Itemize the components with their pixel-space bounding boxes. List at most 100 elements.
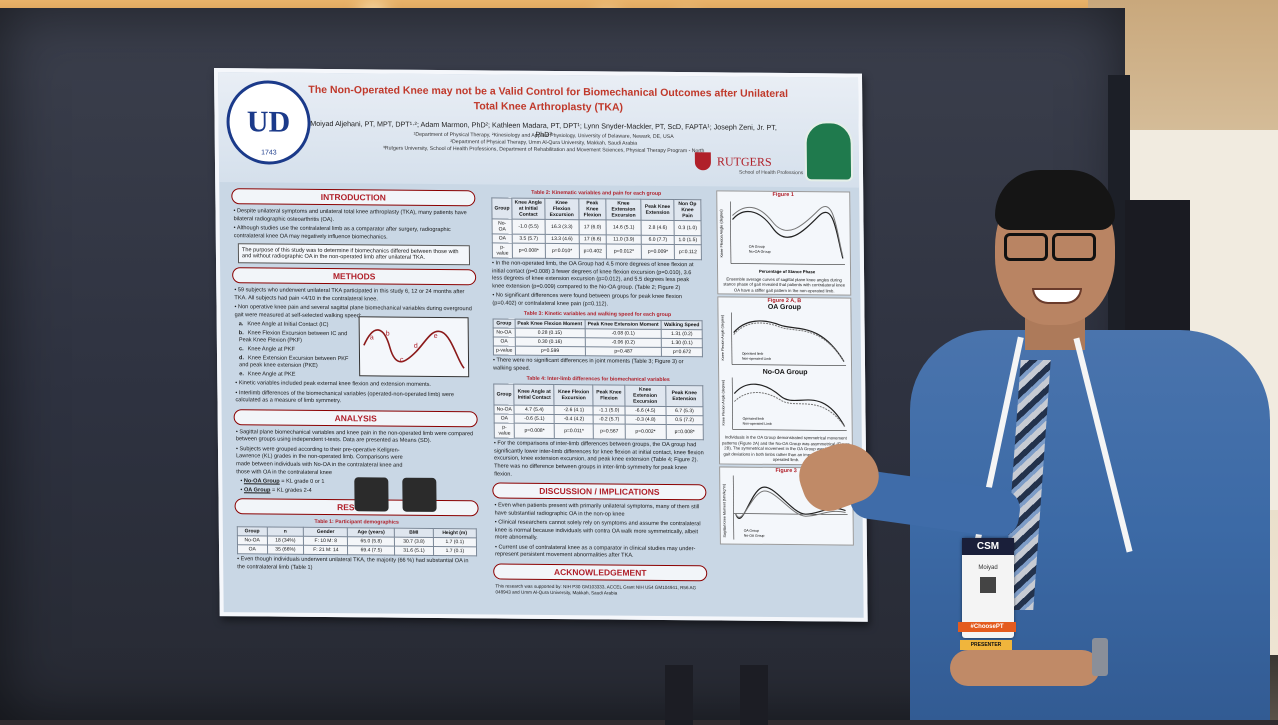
intro-bullet: • Although studies use the contralateral…: [233, 225, 451, 241]
methods-heading: METHODS: [232, 267, 477, 286]
table-header: Group: [237, 526, 267, 537]
analysis-bullet: • Subjects were grouped according to the…: [235, 446, 403, 476]
table-header: Knee Extension Excursion: [624, 385, 666, 407]
table-header: Group: [493, 384, 515, 406]
table-cell: p=0.002*: [624, 424, 667, 440]
poster-column-3: Figure 1 Knee Flexion Angle (degree) Per…: [713, 188, 857, 547]
purpose-box: The purpose of this study was to determi…: [237, 243, 471, 266]
table-cell: 69.4 (7.5): [347, 545, 395, 556]
table-cell: -1.1 (5.0): [593, 406, 625, 416]
table-cell: p=0.672: [661, 347, 703, 358]
glasses-icon: [1052, 233, 1096, 261]
table-cell: F: 21 M: 14: [303, 545, 348, 555]
methods-bullet: • 59 subjects who underwent unilateral T…: [234, 287, 465, 303]
xray-no-oa-image: [354, 477, 389, 512]
table-row: OA 35 (66%) F: 21 M: 14 69.4 (7.5) 31.6 …: [237, 544, 477, 557]
table-cell: -6.6 (4.5): [624, 406, 666, 416]
figure-2b-legend: Operated limb: [743, 417, 764, 421]
table-cell: p=0.012*: [606, 243, 642, 260]
xray-oa-image: [402, 477, 437, 512]
poster-column-2: Table 2: Kinematic variables and pain fo…: [485, 186, 711, 599]
figure-2a-legend: Non-operated Limb: [742, 357, 771, 361]
table-header: Group: [493, 319, 515, 329]
table-cell: 3.5 (5.7): [512, 234, 545, 244]
table2-caption: Table 2: Kinematic variables and pain fo…: [531, 189, 662, 197]
gait-label: e: [434, 333, 438, 340]
badge-ribbon: PRESENTER: [960, 640, 1012, 650]
table-cell: p=0.402: [579, 243, 607, 259]
table-cell: -2.6 (4.1): [554, 405, 594, 416]
research-poster: UD 1743 The Non-Operated Knee may not be…: [214, 68, 868, 622]
table-cell: 1.7 (0.1): [433, 537, 477, 548]
table3-caption: Table 3: Kinetic variables and walking s…: [523, 310, 672, 319]
table-cell: -1.0 (5.5): [512, 219, 545, 235]
presenter-hair: [995, 170, 1115, 230]
rutgers-shield-icon: [694, 152, 711, 171]
variable-item: e. Knee Angle at PKE: [239, 370, 296, 378]
table-header: BMI: [394, 528, 434, 538]
table-header: Peak Knee Extension: [665, 385, 703, 408]
gait-label: d: [414, 343, 418, 350]
table-cell: 0.5 (7.2): [665, 415, 704, 426]
table-cell: 31.6 (5.1): [394, 546, 434, 556]
table-cell: No-OA: [493, 405, 515, 415]
gait-label: b: [386, 331, 390, 338]
table-header: Gender: [303, 527, 348, 537]
analysis-heading: ANALYSIS: [233, 409, 478, 428]
table-header: Knee Flexion Excursion: [554, 384, 594, 407]
gait-label: c: [400, 357, 404, 364]
table-cell: OA: [492, 233, 513, 244]
table-cell: p=0.010*: [544, 243, 580, 259]
figure-2b-plot: Knee Flexion Angle (degree) Operated lim…: [721, 377, 847, 432]
figure-3-plot: Sagittal Knee Moment (Nm/kg*m) OA Group …: [722, 475, 848, 540]
table-cell: p=0.009*: [641, 244, 675, 260]
table-cell: 35 (66%): [266, 545, 304, 555]
interlimb-bullet: • For the comparisons of inter-limb diff…: [493, 440, 704, 478]
figure-2b-ylabel: Knee Flexion Angle (degree): [721, 380, 725, 426]
table-header: Peak Knee Flexion: [578, 198, 607, 220]
figure-3-legend: No-OA Group: [744, 533, 765, 537]
seal-year: 1743: [261, 149, 277, 157]
variable-item: b. Knee Flexion Excursion between IC and …: [238, 330, 348, 345]
table-cell: 13.3 (4.6): [544, 234, 580, 244]
figure-2b-legend: Non-operated Limb: [743, 422, 772, 426]
kinematic-table: Group Knee Angle at Initial Contact Knee…: [491, 197, 702, 261]
analysis-bullet: • Sagittal plane biomechanical variables…: [235, 429, 474, 445]
variable-item: c. Knee Angle at PKF: [238, 346, 295, 353]
table-cell: 1.31 (0.2): [661, 329, 703, 340]
table-cell: 6.7 (5.3): [665, 406, 704, 417]
glasses-icon: [1004, 233, 1048, 261]
figure-1: Figure 1 Knee Flexion Angle (degree) Per…: [716, 190, 852, 296]
table-row: p-value p=0.599 p=0.487 p=0.672: [493, 346, 703, 358]
table-cell: -0.3 (4.8): [624, 415, 667, 425]
table-cell: p=0.008*: [666, 424, 704, 441]
table-cell: No-OA: [237, 535, 267, 546]
table-cell: -0.6 (5.1): [514, 414, 555, 424]
seal-monogram: UD: [246, 105, 291, 139]
results-bullet: • Even though individuals underwent unil…: [237, 556, 469, 571]
poster-column-1: INTRODUCTION • Despite unilateral sympto…: [227, 184, 483, 576]
figure-1-legend: OA Group: [749, 245, 765, 249]
table-header: Non Op Knee Pain: [673, 199, 702, 221]
table-header: Height (m): [432, 528, 477, 539]
figure-1-ylabel: Knee Flexion Angle (degree): [719, 209, 724, 258]
figure-3-legend: OA Group: [744, 528, 759, 532]
table-header: n: [266, 527, 304, 537]
qr-code-icon: [980, 577, 996, 593]
demographics-table: Group n Gender Age (years) BMI Height (m…: [236, 526, 478, 557]
table-row: p-value p=0.008* p=0.010* p=0.402 p=0.012* p=…: [492, 242, 702, 260]
variable-item: a. Knee Angle at Initial Contact (IC): [238, 321, 329, 329]
table-cell: 30.7 (3.8): [394, 537, 434, 547]
badge-ribbon: #ChoosePT: [958, 622, 1016, 632]
table-header: Knee Angle at Initial Contact: [512, 198, 545, 220]
kinetic-table: Group Peak Knee Flexion Moment Peak Knee…: [492, 318, 703, 358]
variable-item: d. Knee Extension Excursion between PKF a…: [238, 354, 349, 370]
table-cell: 18 (34%): [266, 536, 304, 546]
methods-bullet: • Interlimb differences of the biomechan…: [235, 389, 454, 405]
table4-caption: Table 4: Inter-limb differences for biom…: [526, 376, 670, 384]
variables-list: a. Knee Angle at Initial Contact (IC) b. K…: [229, 322, 360, 380]
table-header: Knee Angle at Initial Contact: [514, 384, 555, 406]
table-header: Knee Flexion Excursion: [544, 198, 579, 220]
acknowledgement-text: This research was supported by: NIH P30 …: [495, 583, 697, 596]
table-cell: 17 (6.0): [578, 219, 607, 235]
